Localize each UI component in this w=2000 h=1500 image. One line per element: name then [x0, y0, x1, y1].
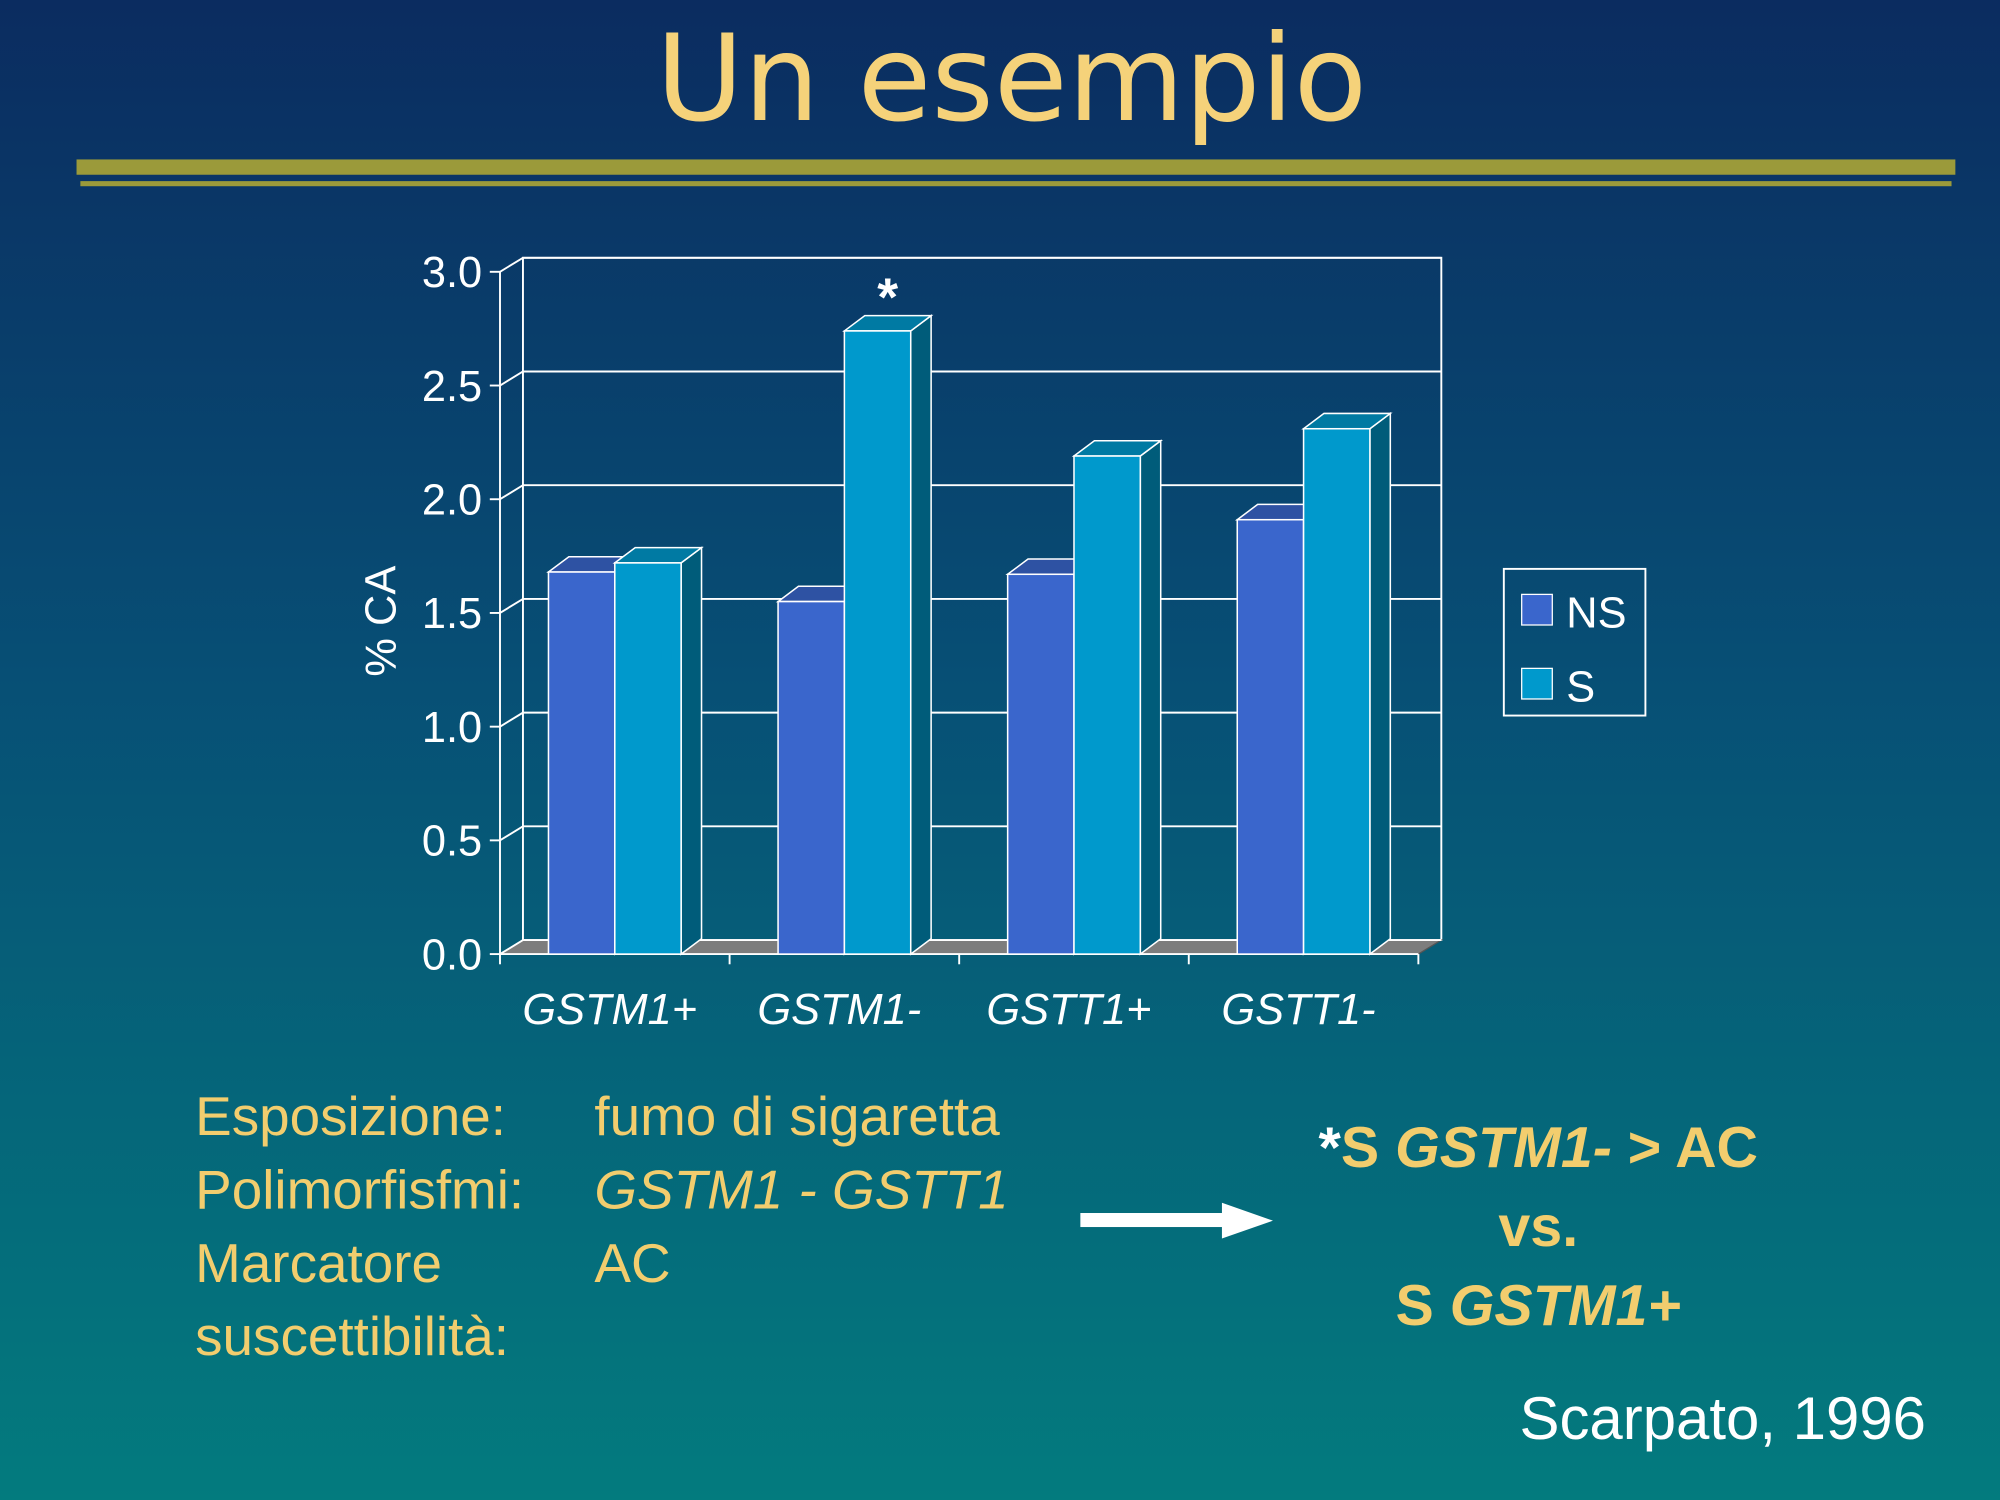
bar [1006, 573, 1075, 955]
y-tick-label: 3.0 [422, 249, 482, 297]
conclusion-part: GSTM1- [1395, 1116, 1612, 1180]
conclusion-part: > AC [1628, 1116, 1758, 1180]
citation: Scarpato, 1996 [1519, 1385, 1926, 1452]
detail-label: suscettibilità: [195, 1305, 509, 1367]
bar [777, 600, 846, 955]
details: Esposizione: fumo di sigaretta Polimorfisf… [195, 1085, 1009, 1367]
x-tick-label: GSTM1- [757, 986, 921, 1034]
legend-swatch [1521, 593, 1553, 626]
y-axis-title: % CA [357, 566, 405, 677]
detail-label: Esposizione: [195, 1085, 506, 1147]
detail-value: fumo di sigaretta [594, 1085, 1000, 1147]
y-tick-label: 2.0 [422, 477, 482, 525]
grid-line [499, 370, 1442, 387]
bar [1073, 455, 1142, 955]
bar [547, 571, 616, 955]
legend-label: S [1566, 664, 1595, 712]
bar [614, 562, 682, 955]
conclusion-line: S GSTM1+ [1396, 1274, 1681, 1338]
annotation: * [877, 269, 898, 328]
legend-box [1502, 567, 1647, 717]
conclusion-part: S [1341, 1116, 1379, 1180]
bar-side [1369, 411, 1392, 956]
bar-side [680, 546, 703, 956]
conclusion-part: GSTM1+ [1450, 1274, 1681, 1338]
bar [1236, 518, 1305, 955]
grid-line [499, 256, 1442, 273]
bar [1302, 427, 1371, 955]
conclusion-part: S [1396, 1274, 1434, 1338]
legend-swatch [1521, 667, 1553, 700]
detail-label: Polimorfisfmi: [195, 1159, 524, 1221]
detail-label: Marcatore [195, 1232, 442, 1294]
y-tick-label: 0.0 [422, 931, 482, 979]
conclusion-part: vs. [1498, 1195, 1578, 1259]
arrow-shaft [1080, 1213, 1228, 1228]
y-tick-label: 1.5 [422, 590, 482, 638]
legend-label: NS [1566, 590, 1626, 638]
arrow [1080, 1202, 1273, 1239]
conclusion-line: vs. [1498, 1195, 1578, 1259]
chart: 0.0 0.5 1.0 1.5 2.0 2.5 3.0 % CA GSTM1+ GSTM1- GST… [357, 249, 1647, 1034]
detail-value: AC [594, 1232, 670, 1294]
rule-thick [76, 159, 1956, 175]
arrow-head [1221, 1202, 1273, 1239]
conclusion-part: * [1319, 1116, 1342, 1180]
y-tick-label: 0.5 [422, 818, 482, 866]
x-tick-label: GSTM1+ [522, 986, 697, 1034]
bar [843, 330, 912, 955]
y-tick-label: 1.0 [422, 704, 482, 752]
bar-side [1139, 439, 1162, 956]
x-tick-label: GSTT1+ [986, 986, 1151, 1034]
bar-side [909, 314, 932, 956]
detail-value: GSTM1 - GSTT1 [594, 1159, 1008, 1221]
slide-title: Un esempio [656, 10, 1367, 149]
conclusion-line: *S GSTM1- > AC [1319, 1116, 1758, 1180]
x-tick-label: GSTT1- [1221, 986, 1375, 1034]
y-tick-label: 2.5 [422, 363, 482, 411]
rule-thin [80, 181, 1952, 187]
